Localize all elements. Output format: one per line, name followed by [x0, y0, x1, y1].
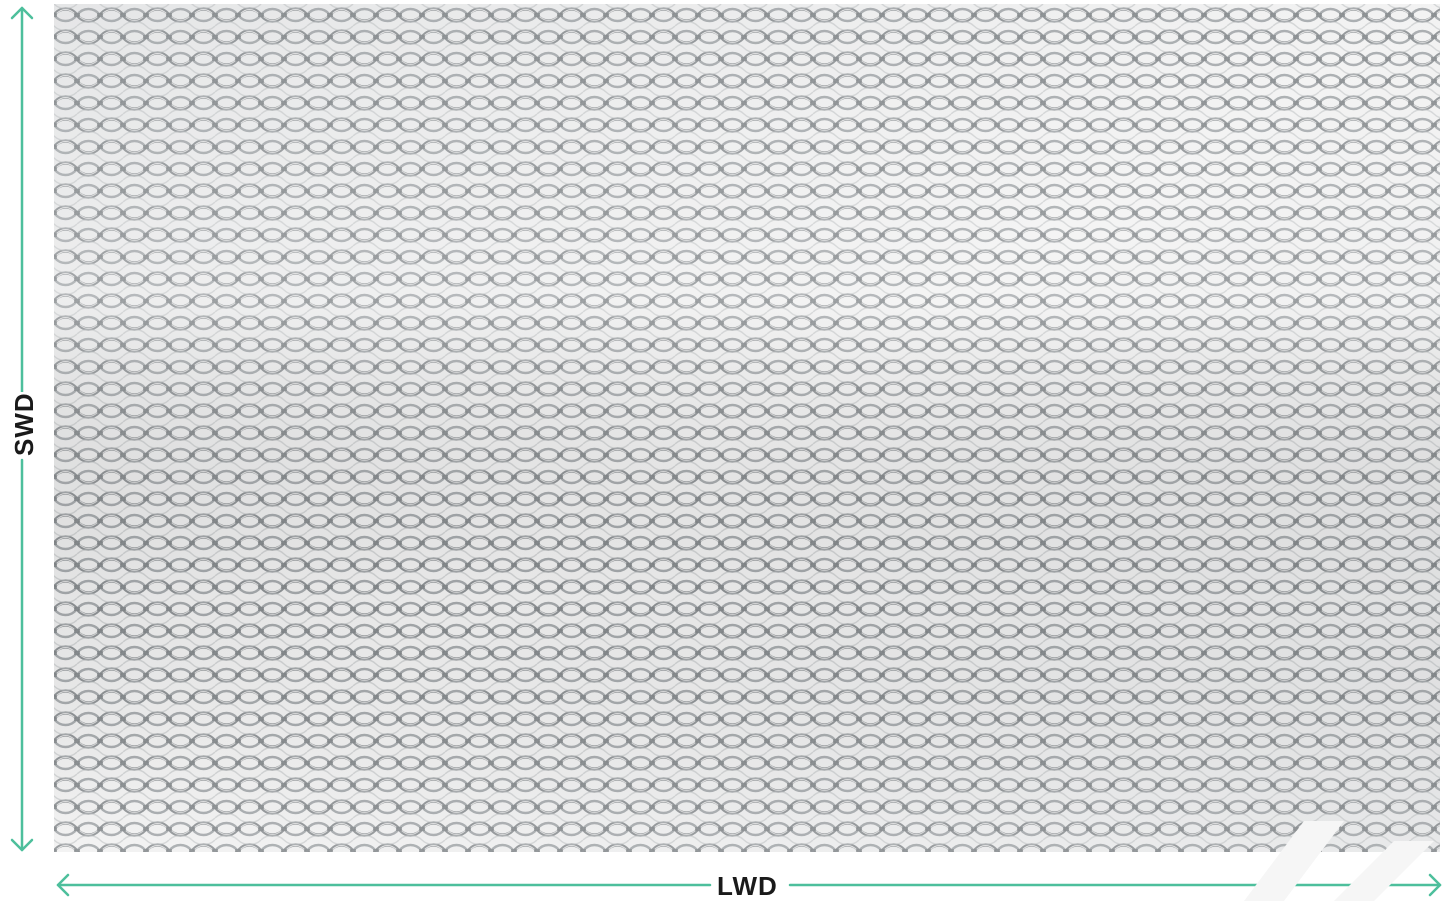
mesh-pattern-svg: [54, 4, 1440, 852]
lwd-arrowhead-left: [56, 873, 70, 897]
swd-arrowhead-top: [10, 6, 34, 20]
expanded-metal-mesh-image: [54, 4, 1440, 852]
lwd-label: LWD: [713, 871, 782, 901]
watermark-logo: [1244, 821, 1434, 901]
swd-arrowhead-bottom: [10, 838, 34, 852]
swd-label: SWD: [9, 392, 39, 458]
